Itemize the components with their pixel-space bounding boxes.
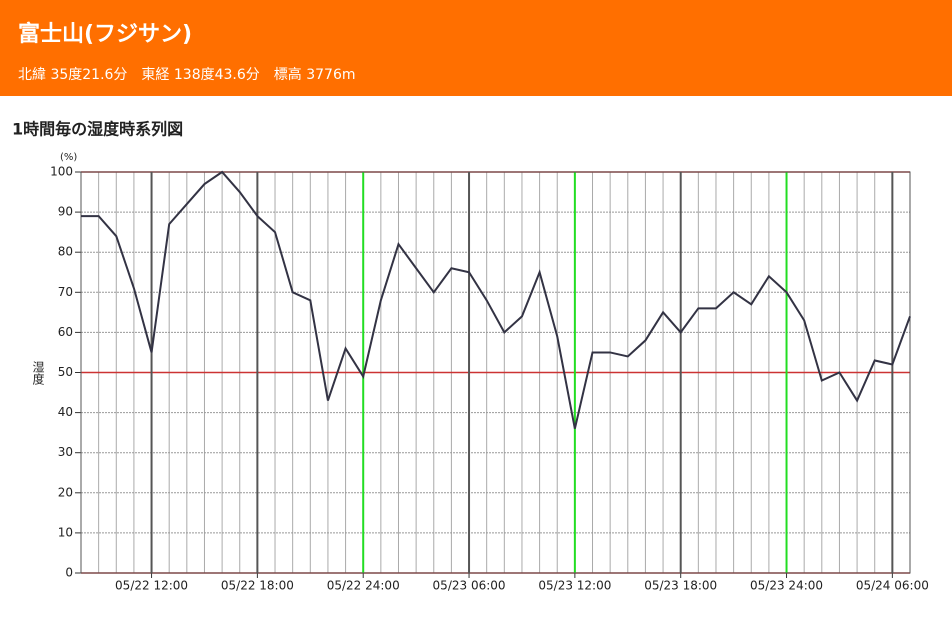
y-tick-label: 30 (58, 445, 73, 459)
y-tick-label: 60 (58, 325, 73, 339)
y-tick-label: 80 (58, 245, 73, 259)
x-tick-label: 05/23 24:00 (750, 579, 823, 593)
y-tick-label: 0 (65, 566, 73, 580)
y-tick-label: 20 (58, 485, 73, 499)
x-tick-label: 05/22 24:00 (327, 579, 400, 593)
data-line (81, 170, 911, 429)
x-tick-label: 05/22 18:00 (221, 579, 294, 593)
chart-title: 1時間毎の湿度時系列図 (12, 120, 183, 139)
y-tick-label: 50 (58, 365, 73, 379)
chart: 1時間毎の湿度時系列図 (%) 湿度 0 10 20 30 40 50 60 70 80 90 10… (12, 120, 929, 593)
y-tick-label: 40 (58, 405, 73, 419)
x-tick-label: 05/23 06:00 (433, 579, 506, 593)
y-tick-label: 10 (58, 525, 73, 539)
x-tick-label: 05/24 06:00 (856, 579, 929, 593)
header: 富士山(フジサン) 北緯 35度21.6分 東経 138度43.6分 標高 37… (0, 0, 952, 96)
y-tick-label: 90 (58, 205, 73, 219)
x-tick-label: 05/23 18:00 (644, 579, 717, 593)
y-label: 湿度 (31, 360, 45, 385)
station-title: 富士山(フジサン) (18, 22, 193, 47)
plot-frame (80, 171, 911, 574)
x-tick-label: 05/23 12:00 (538, 579, 611, 593)
y-tick-label: 100 (50, 165, 73, 179)
station-location: 北緯 35度21.6分 東経 138度43.6分 標高 3776m (18, 67, 356, 83)
y-unit: (%) (60, 152, 77, 163)
x-tick-label: 05/22 12:00 (115, 579, 188, 593)
y-tick-label: 70 (58, 285, 73, 299)
